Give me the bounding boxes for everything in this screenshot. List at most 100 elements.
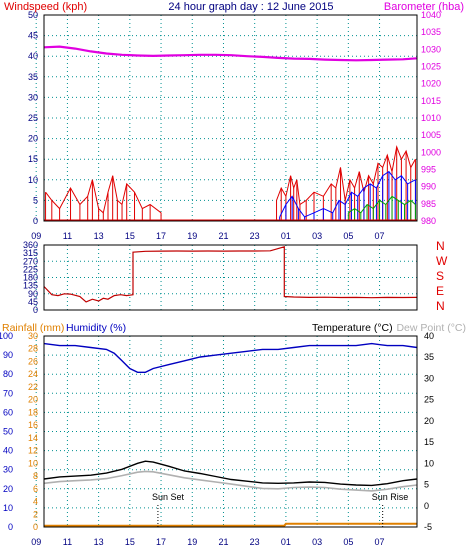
x-tick-label: 19	[187, 537, 197, 547]
sunrise-label: Sun Rise	[372, 492, 409, 502]
x-tick-label: 13	[94, 537, 104, 547]
rain-tick-label: 2	[33, 509, 38, 519]
rainfall-label: Rainfall (mm)	[2, 322, 64, 334]
panel3-grid	[35, 335, 417, 528]
x-tick-label: 05	[343, 537, 353, 547]
humidity-line	[43, 342, 418, 373]
panel3-series	[43, 342, 418, 527]
x-tick-label: 03	[312, 231, 322, 241]
baro-tick-label: 1035	[421, 27, 441, 37]
plot-frame	[43, 14, 418, 222]
x-tick-label: 03	[312, 537, 322, 547]
wind-series-line	[45, 175, 162, 214]
rain-tick-label: 0	[33, 522, 38, 532]
plot-frame	[43, 335, 418, 528]
temp-tick-label: 40	[424, 331, 434, 341]
wind-tick-label: 30	[28, 92, 38, 102]
wind-tick-label: 35	[28, 72, 38, 82]
baro-tick-label: 1005	[421, 130, 441, 140]
temp-tick-label: 35	[424, 352, 434, 362]
x-tick-label: 19	[187, 231, 197, 241]
dewpoint-label: Dew Point (°C)	[396, 322, 466, 334]
dir-tick-label: 360	[23, 240, 38, 250]
wind-series-line	[348, 195, 416, 214]
temp-tick-label: -5	[424, 522, 432, 532]
rain-tick-label: 4	[33, 497, 38, 507]
rainfall-line	[44, 522, 417, 527]
humidity-tick-label: 20	[3, 484, 13, 494]
x-tick-label: 09	[31, 231, 41, 241]
humidity-label: Humidity (%)	[66, 322, 126, 334]
barometer-line	[43, 45, 418, 62]
x-tick-label: 15	[125, 537, 135, 547]
wind-tick-label: 20	[28, 134, 38, 144]
compass-label: E	[436, 284, 444, 298]
temp-tick-label: 0	[424, 501, 429, 511]
x-tick-label: 23	[250, 537, 260, 547]
barometer-label: Barometer (hba)	[384, 1, 464, 13]
wind-tick-label: 25	[28, 113, 38, 123]
humidity-tick-label: 80	[3, 369, 13, 379]
dir-tick-label: 270	[23, 256, 38, 266]
temp-tick-label: 10	[424, 458, 434, 468]
baro-tick-label: 1030	[421, 44, 441, 54]
compass-label: W	[436, 254, 448, 268]
humidity-tick-label: 60	[3, 407, 13, 417]
x-tick-label: 07	[375, 231, 385, 241]
temp-tick-label: 30	[424, 373, 434, 383]
rain-tick-label: 24	[28, 369, 38, 379]
rain-tick-label: 18	[28, 407, 38, 417]
baro-tick-label: 995	[421, 165, 436, 175]
dewpoint-line	[43, 470, 418, 492]
panel1-grid	[35, 14, 417, 222]
windspeed-label: Windspeed (kph)	[4, 1, 87, 13]
wind-tick-label: 45	[28, 31, 38, 41]
rain-tick-label: 8	[33, 471, 38, 481]
wind-tick-label: 0	[33, 216, 38, 226]
x-tick-label: 23	[250, 231, 260, 241]
baro-tick-label: 1015	[421, 96, 441, 106]
humidity-tick-label: 0	[8, 522, 13, 532]
wind-tick-label: 40	[28, 51, 38, 61]
baro-tick-label: 1000	[421, 147, 441, 157]
rain-tick-label: 6	[33, 484, 38, 494]
x-tick-label: 09	[31, 537, 41, 547]
dir-tick-label: 0	[33, 305, 38, 315]
baro-tick-label: 985	[421, 199, 436, 209]
temp-tick-label: 20	[424, 416, 434, 426]
rain-tick-label: 14	[28, 433, 38, 443]
panel3-axes: 0102030405060708090100024681012141618202…	[0, 331, 434, 547]
rain-tick-label: 30	[28, 331, 38, 341]
wind-tick-label: 10	[28, 175, 38, 185]
temp-tick-label: 5	[424, 480, 429, 490]
temperature-line	[43, 460, 418, 487]
baro-tick-label: 1010	[421, 113, 441, 123]
wind-tick-label: 15	[28, 154, 38, 164]
rain-tick-label: 20	[28, 395, 38, 405]
x-tick-label: 21	[218, 537, 228, 547]
wind-tick-label: 50	[28, 10, 38, 20]
panel1-series	[43, 45, 418, 221]
x-tick-label: 05	[343, 231, 353, 241]
rain-tick-label: 26	[28, 356, 38, 366]
compass-label: N	[436, 239, 445, 253]
rain-tick-label: 16	[28, 420, 38, 430]
baro-tick-label: 1020	[421, 79, 441, 89]
x-tick-label: 17	[156, 537, 166, 547]
x-tick-label: 01	[281, 537, 291, 547]
humidity-tick-label: 70	[3, 388, 13, 398]
baro-tick-label: 1040	[421, 10, 441, 20]
dir-tick-label: 135	[23, 281, 38, 291]
baro-tick-label: 980	[421, 216, 436, 226]
x-tick-label: 15	[125, 231, 135, 241]
x-tick-label: 17	[156, 231, 166, 241]
humidity-tick-label: 100	[0, 331, 13, 341]
dir-tick-label: 225	[23, 264, 38, 274]
dir-tick-label: 90	[28, 289, 38, 299]
humidity-tick-label: 30	[3, 465, 13, 475]
dir-tick-label: 315	[23, 248, 38, 258]
panel1-axes: 0510152025303540455098098599099510001005…	[28, 10, 441, 241]
rain-tick-label: 22	[28, 382, 38, 392]
baro-tick-label: 1025	[421, 62, 441, 72]
